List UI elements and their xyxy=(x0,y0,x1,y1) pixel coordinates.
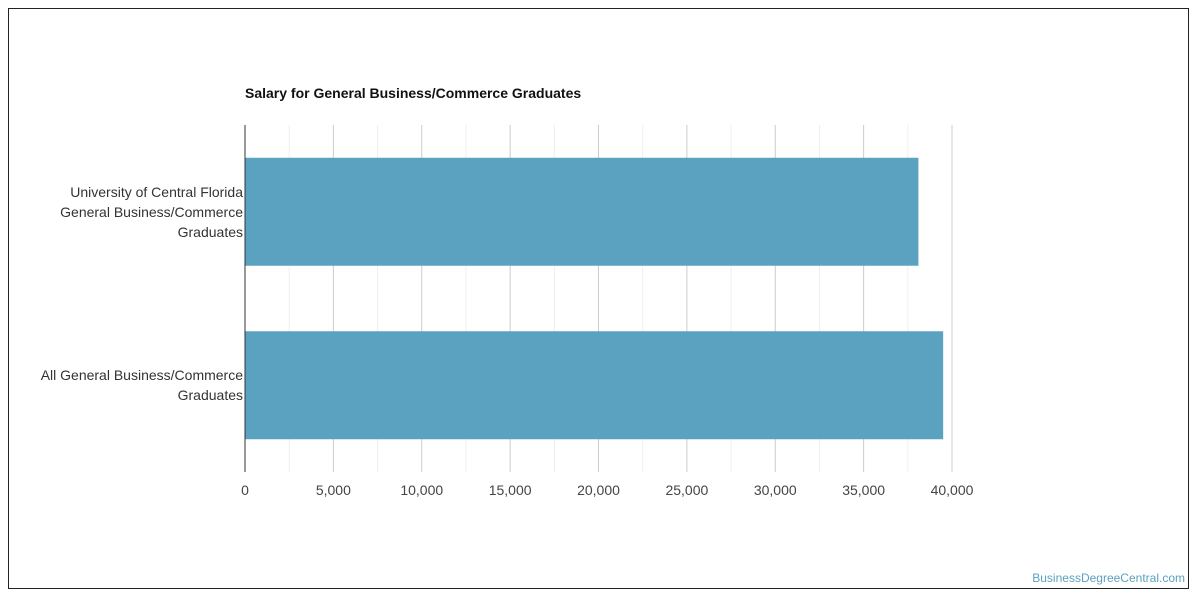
category-label: University of Central Florida General Bus… xyxy=(60,182,243,242)
x-tick-labels: 0 5,000 10,000 15,000 20,000 25,000 30,000 35,0… xyxy=(241,482,974,498)
bars xyxy=(245,157,944,440)
x-tick-label: 40,000 xyxy=(931,482,974,498)
x-tick-label: 10,000 xyxy=(400,482,443,498)
chart-title: Salary for General Business/Commerce Gra… xyxy=(245,85,582,101)
x-tick-label: 5,000 xyxy=(316,482,351,498)
x-tick-label: 30,000 xyxy=(754,482,797,498)
bar[interactable] xyxy=(245,331,944,440)
source-credit[interactable]: BusinessDegreeCentral.com xyxy=(1032,571,1185,585)
category-label-line: General Business/Commerce xyxy=(60,203,243,220)
x-tick-label: 25,000 xyxy=(665,482,708,498)
category-label-line: Graduates xyxy=(177,223,243,240)
category-label: All General Business/Commerce Graduates xyxy=(41,365,243,405)
x-tick-label: 35,000 xyxy=(842,482,885,498)
x-tick-label: 20,000 xyxy=(577,482,620,498)
x-tick-label: 0 xyxy=(241,482,249,498)
category-label-line: All General Business/Commerce xyxy=(40,367,243,384)
bar[interactable] xyxy=(245,157,919,266)
category-label-line: University of Central Florida xyxy=(70,183,243,200)
x-tick-label: 15,000 xyxy=(489,482,532,498)
chart-frame xyxy=(8,8,1189,589)
category-label-line: Graduates xyxy=(177,387,243,404)
